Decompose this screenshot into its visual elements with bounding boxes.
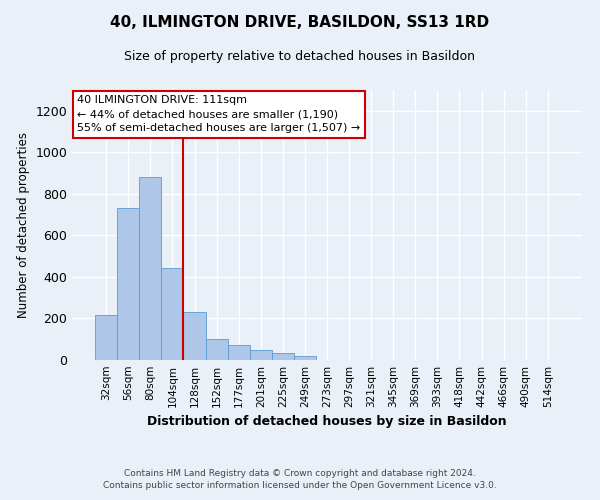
Text: 40 ILMINGTON DRIVE: 111sqm
← 44% of detached houses are smaller (1,190)
55% of s: 40 ILMINGTON DRIVE: 111sqm ← 44% of deta… <box>77 96 361 134</box>
Bar <box>227 346 250 360</box>
X-axis label: Distribution of detached houses by size in Basildon: Distribution of detached houses by size … <box>147 416 507 428</box>
Text: Contains HM Land Registry data © Crown copyright and database right 2024.
Contai: Contains HM Land Registry data © Crown c… <box>103 469 497 490</box>
Bar <box>161 268 184 360</box>
Bar <box>95 316 117 360</box>
Bar <box>117 208 139 360</box>
Bar <box>139 177 161 360</box>
Bar <box>272 352 294 360</box>
Bar <box>184 312 206 360</box>
Y-axis label: Number of detached properties: Number of detached properties <box>17 132 30 318</box>
Text: 40, ILMINGTON DRIVE, BASILDON, SS13 1RD: 40, ILMINGTON DRIVE, BASILDON, SS13 1RD <box>110 15 490 30</box>
Bar <box>250 350 272 360</box>
Text: Size of property relative to detached houses in Basildon: Size of property relative to detached ho… <box>125 50 476 63</box>
Bar <box>294 356 316 360</box>
Bar <box>206 339 227 360</box>
